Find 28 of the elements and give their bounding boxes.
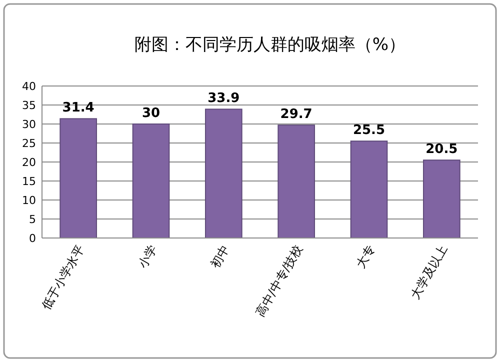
y-tick-label: 20 [22, 156, 36, 169]
bar [205, 108, 242, 238]
y-tick-label: 40 [22, 80, 36, 93]
y-tick-label: 35 [22, 99, 36, 112]
data-label: 29.7 [280, 107, 312, 122]
data-label: 30 [142, 106, 160, 121]
bar [132, 124, 170, 238]
bar [423, 160, 460, 238]
bar [278, 124, 315, 238]
data-label: 33.9 [208, 91, 240, 106]
chart-title: 附图：不同学历人群的吸烟率（%） [134, 35, 406, 55]
x-tick-label: 小学 [135, 242, 160, 270]
data-label: 20.5 [426, 142, 458, 158]
y-tick-label: 30 [22, 118, 36, 131]
x-tick-label: 初中 [208, 242, 232, 270]
x-tick-label: 低于小学水平 [38, 242, 87, 312]
x-tick-label: 大专 [353, 242, 378, 270]
y-tick-label: 15 [22, 175, 36, 188]
bar [350, 140, 388, 238]
y-tick-label: 10 [22, 194, 36, 207]
y-tick-label: 5 [29, 213, 36, 226]
y-tick-label: 0 [29, 232, 36, 245]
y-tick-label: 25 [22, 137, 36, 150]
x-tick-label: 高中/中专/技校 [252, 242, 305, 319]
x-tick-label: 大学及以上 [408, 242, 450, 302]
bar [60, 118, 97, 238]
data-label: 31.4 [62, 100, 94, 116]
data-label: 25.5 [352, 123, 386, 138]
